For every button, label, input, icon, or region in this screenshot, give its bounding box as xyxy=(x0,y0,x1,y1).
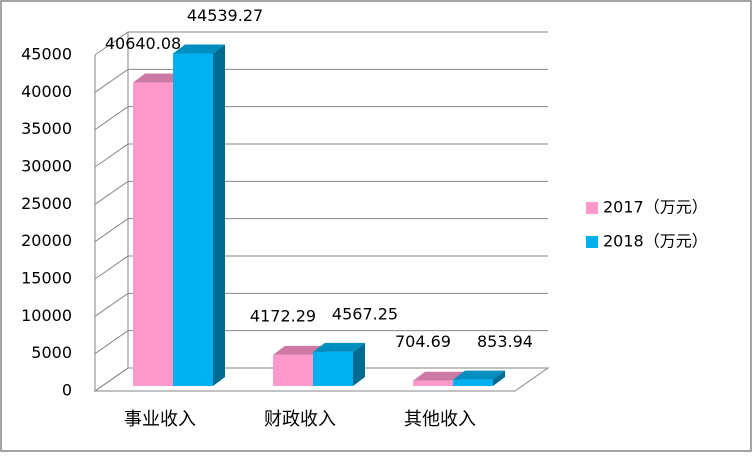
bar xyxy=(453,379,493,386)
bar-top xyxy=(453,370,505,380)
bar xyxy=(313,351,353,386)
legend-label: 2018（万元） xyxy=(603,232,708,251)
grid-line xyxy=(94,180,548,205)
grid-line xyxy=(94,255,548,280)
x-tick-label: 其他收入 xyxy=(404,409,476,430)
grid-line xyxy=(94,292,548,317)
y-tick-label: 15000 xyxy=(21,269,72,288)
legend-swatch xyxy=(586,236,598,248)
grid-line xyxy=(94,367,548,392)
bar xyxy=(173,53,213,386)
y-tick-label: 10000 xyxy=(21,306,72,325)
value-label: 44539.27 xyxy=(187,6,263,25)
bar-top xyxy=(173,44,225,54)
grid-line xyxy=(94,106,548,131)
bar-side xyxy=(213,44,225,386)
y-tick-label: 0 xyxy=(62,381,72,400)
y-tick-label: 20000 xyxy=(21,231,72,250)
value-label: 853.94 xyxy=(477,332,533,351)
bar xyxy=(133,82,173,386)
bar xyxy=(413,380,453,386)
bar-side xyxy=(493,370,505,386)
grid-line xyxy=(94,31,548,56)
y-tick-label: 30000 xyxy=(21,157,72,176)
bar-top xyxy=(413,371,465,381)
bar-top xyxy=(273,345,325,355)
bar-side xyxy=(353,342,365,386)
legend-label: 2017（万元） xyxy=(603,198,708,217)
y-tick-label: 5000 xyxy=(31,343,72,362)
x-tick-label: 事业收入 xyxy=(124,409,196,430)
value-label: 704.69 xyxy=(395,332,451,351)
y-tick-label: 25000 xyxy=(21,194,72,213)
grid-line xyxy=(94,68,548,93)
x-tick-label: 财政收入 xyxy=(264,409,336,430)
grid-line xyxy=(94,218,548,243)
value-label: 4567.25 xyxy=(332,304,398,323)
value-label: 40640.08 xyxy=(105,34,181,53)
legend-swatch xyxy=(586,202,598,214)
bar-top xyxy=(133,73,185,83)
grid-line xyxy=(94,143,548,168)
value-label: 4172.29 xyxy=(250,306,316,325)
y-tick-label: 45000 xyxy=(21,45,72,64)
bar-top xyxy=(313,342,365,352)
y-tick-label: 40000 xyxy=(21,82,72,101)
grid-line xyxy=(94,330,548,355)
y-tick-label: 35000 xyxy=(21,119,72,138)
bar xyxy=(273,354,313,386)
